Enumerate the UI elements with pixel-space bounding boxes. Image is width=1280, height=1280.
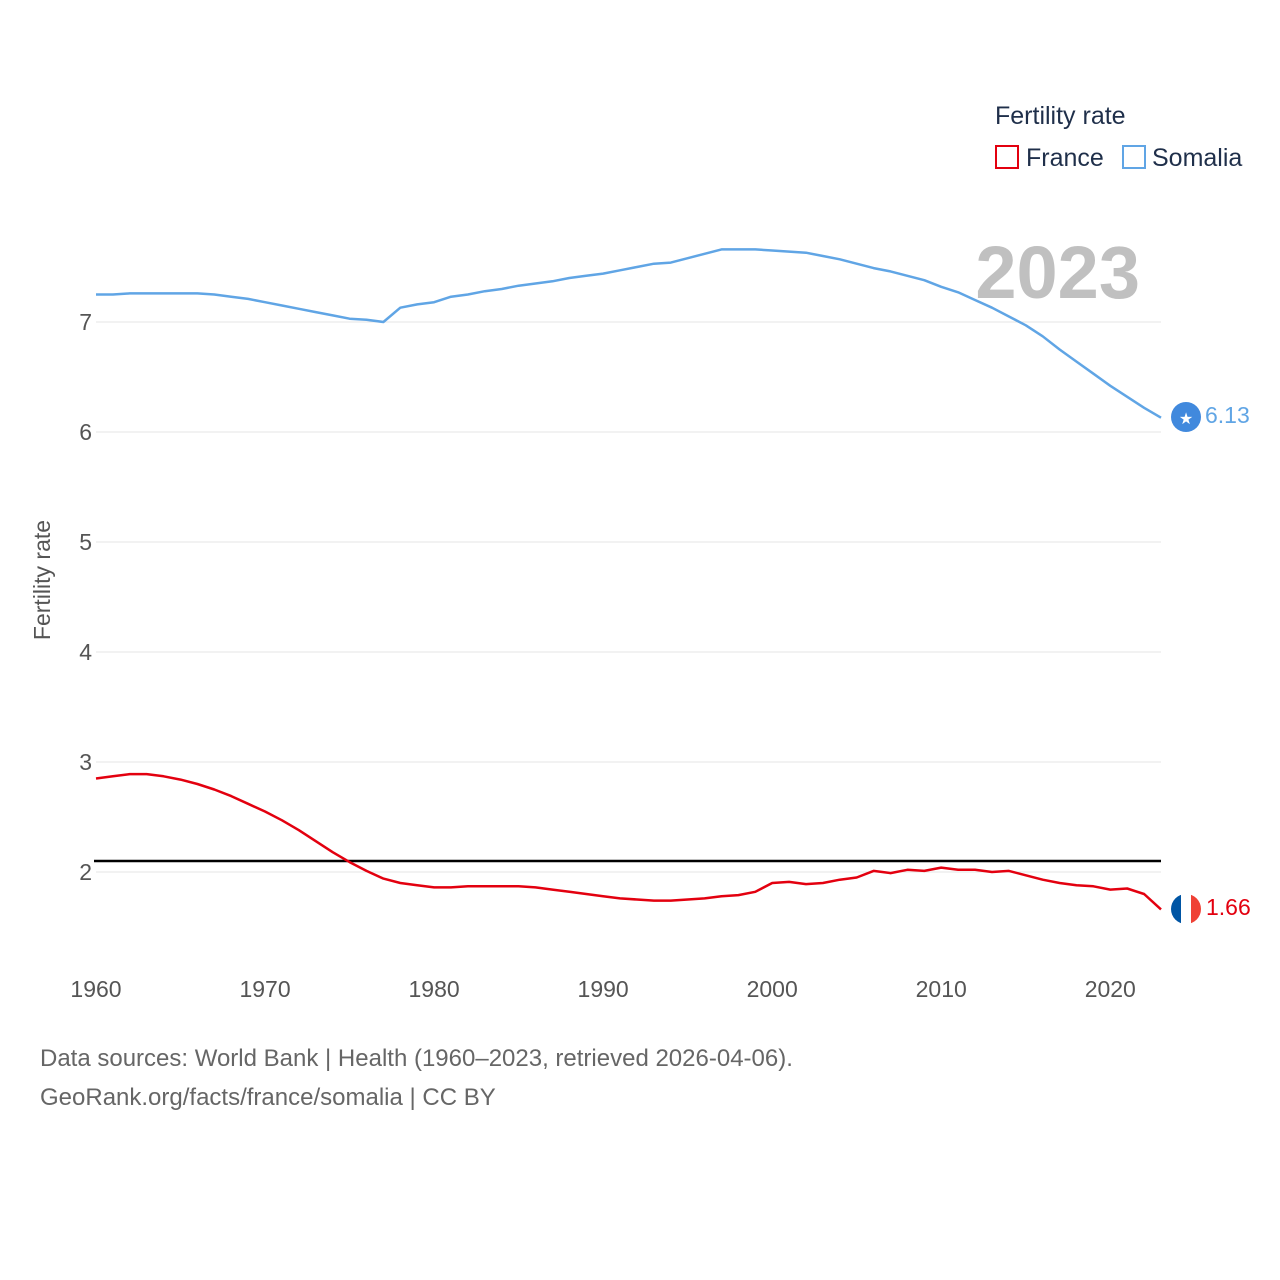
credit-link[interactable]: GeoRank.org/facts/france/somalia | CC BY [40,1084,496,1111]
series-lines [95,248,1162,911]
x-tick-label-1960: 1960 [70,976,121,1002]
x-axis-ticks: 1960 1970 1980 1990 2000 2010 2020 [70,976,1135,1002]
france-end-value: 1.66 [1206,894,1251,920]
x-tick-label-2000: 2000 [747,976,798,1002]
legend-swatch-france [995,145,1019,169]
svg-text:★: ★ [1179,409,1193,428]
y-tick-label-2: 2 [79,859,92,885]
gridlines [96,321,1161,873]
y-tick-label-4: 4 [79,639,92,665]
legend-swatch-somalia [1122,145,1146,169]
legend-item-france[interactable]: France [995,144,1104,172]
x-tick-label-1990: 1990 [578,976,629,1002]
end-markers: ★ 6.13 1.66 [1171,402,1251,924]
series-line-france [95,772,1162,911]
y-tick-label-5: 5 [79,529,92,555]
france-flag-icon [1171,894,1201,924]
y-tick-label-3: 3 [79,749,92,775]
data-sources-note: Data sources: World Bank | Health (1960–… [40,1045,793,1072]
legend-label-somalia: Somalia [1152,144,1242,172]
somalia-end-value: 6.13 [1205,402,1250,428]
x-tick-label-1980: 1980 [409,976,460,1002]
legend-label-france: France [1026,144,1104,172]
x-tick-label-1970: 1970 [239,976,290,1002]
y-axis-ticks: 2 3 4 5 6 7 [79,309,92,885]
x-tick-label-2010: 2010 [916,976,967,1002]
y-axis-title: Fertility rate [29,520,55,640]
legend: Fertility rate France Somalia [995,102,1242,172]
series-line-somalia [96,248,1162,419]
x-tick-label-2020: 2020 [1085,976,1136,1002]
legend-title: Fertility rate [995,102,1126,130]
legend-item-somalia[interactable]: Somalia [1122,144,1242,172]
somalia-flag-icon: ★ [1171,402,1201,432]
y-tick-label-7: 7 [79,309,92,335]
year-label: 2023 [975,231,1140,314]
y-tick-label-6: 6 [79,419,92,445]
